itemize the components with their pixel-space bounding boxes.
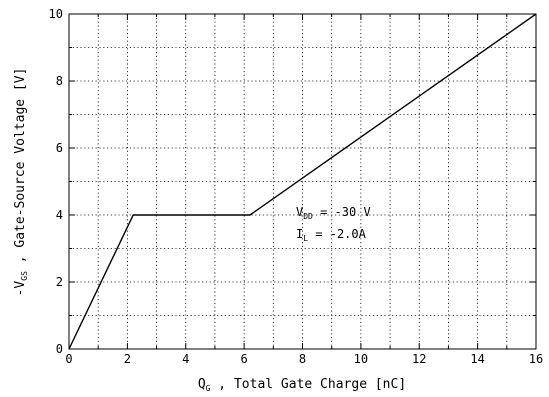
y-tick-labels: 0 2 4 6 8 10 bbox=[49, 7, 63, 356]
x-tick-label: 8 bbox=[299, 352, 306, 366]
y-tick-label: 0 bbox=[56, 342, 63, 356]
y-tick-label: 4 bbox=[56, 208, 63, 222]
x-tick-label: 6 bbox=[241, 352, 248, 366]
y-tick-label: 6 bbox=[56, 141, 63, 155]
y-axis-title: -VGS , Gate-Source Voltage [V] bbox=[13, 68, 29, 297]
x-tick-label: 0 bbox=[65, 352, 72, 366]
y-tick-label: 10 bbox=[49, 7, 63, 21]
y-tick-label: 8 bbox=[56, 74, 63, 88]
x-tick-label: 10 bbox=[354, 352, 368, 366]
x-tick-label: 14 bbox=[470, 352, 484, 366]
x-tick-label: 2 bbox=[124, 352, 131, 366]
x-tick-label: 16 bbox=[529, 352, 543, 366]
x-tick-label: 12 bbox=[412, 352, 426, 366]
y-tick-label: 2 bbox=[56, 275, 63, 289]
x-tick-label: 4 bbox=[182, 352, 189, 366]
annotation-il: IL = -2.0A bbox=[296, 227, 367, 243]
series-line bbox=[68, 13, 537, 350]
annotation-vdd: VDD = -30 V bbox=[296, 205, 371, 221]
grid-lines bbox=[69, 14, 536, 349]
x-axis-title: QG , Total Gate Charge [nC] bbox=[198, 377, 406, 393]
x-tick-labels: 0 2 4 6 8 10 12 14 16 bbox=[65, 352, 543, 366]
axis-ticks bbox=[69, 14, 536, 349]
